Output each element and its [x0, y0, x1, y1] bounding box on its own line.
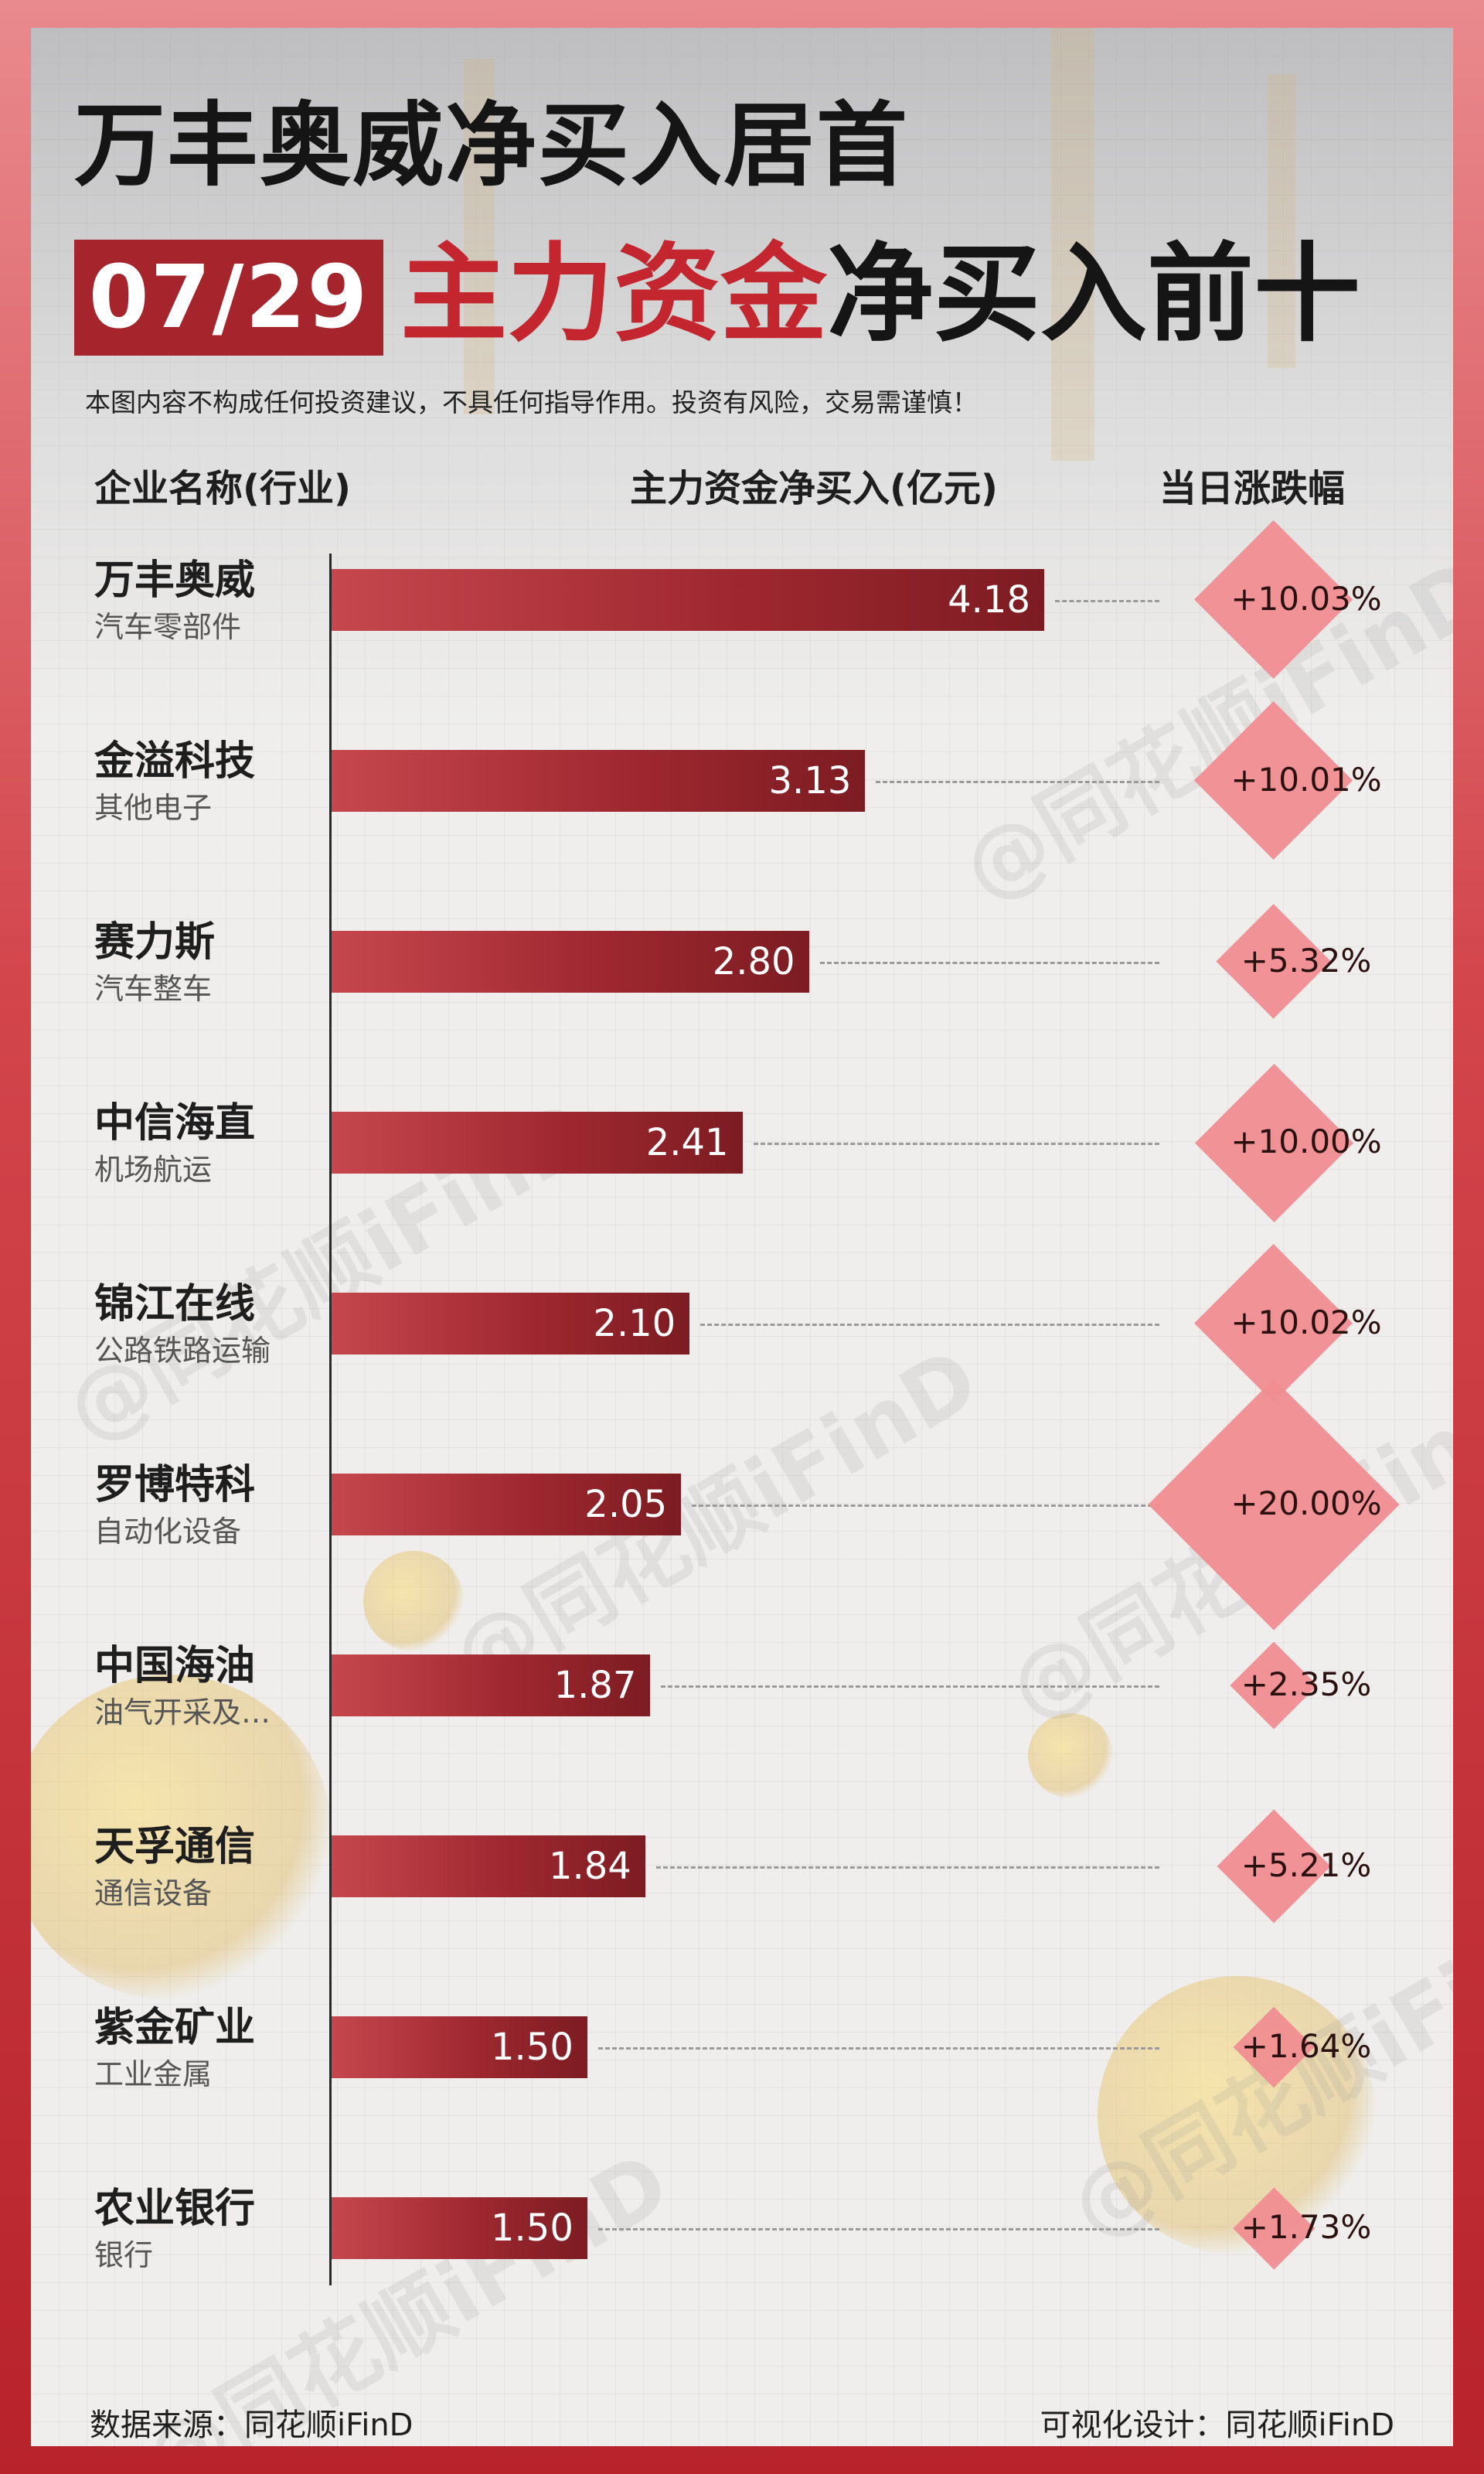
bar-value-label: 1.87 [553, 1664, 637, 1707]
net-buy-bar [332, 1112, 743, 1174]
background-candle [464, 59, 495, 414]
column-header-change: 当日涨跌幅 [1159, 467, 1346, 510]
change-label: +5.21% [1241, 1846, 1372, 1884]
industry-label: 通信设备 [94, 1876, 213, 1910]
company-name: 农业银行 [94, 2186, 256, 2232]
bar-value-label: 1.50 [490, 2206, 574, 2250]
background-candle [1051, 28, 1094, 461]
bar-value-label: 2.80 [712, 940, 795, 983]
net-buy-bar [332, 2016, 587, 2078]
footer-source: 数据来源：同花顺iFinD [90, 2408, 414, 2443]
change-label: +10.01% [1230, 761, 1382, 799]
industry-label: 自动化设备 [94, 1515, 242, 1549]
leader-line [753, 1143, 1159, 1145]
net-buy-bar [332, 1474, 682, 1535]
net-buy-bar [332, 1654, 651, 1716]
change-label: +10.02% [1230, 1303, 1382, 1341]
subtitle-black: 净买入前十 [827, 232, 1361, 356]
change-label: +10.00% [1230, 1123, 1382, 1160]
column-header-value: 主力资金净买入(亿元) [630, 467, 998, 510]
coin-decoration [31, 1675, 332, 1999]
company-name: 赛力斯 [94, 919, 216, 966]
leader-line [700, 1324, 1159, 1326]
chart-panel: @同花顺iFinD @同花顺iFinD @同花顺iFinD @同花顺iFinD … [31, 28, 1453, 2446]
category-axis [329, 554, 332, 2285]
net-buy-bar [332, 2197, 587, 2259]
leader-line [655, 1866, 1159, 1869]
company-name: 金溢科技 [94, 738, 256, 785]
company-name: 罗博特科 [94, 1462, 256, 1508]
change-label: +2.35% [1241, 1665, 1372, 1703]
headline: 万丰奥威净买入居首 [74, 92, 910, 199]
bar-value-label: 3.13 [768, 759, 852, 803]
company-name: 万丰奥威 [94, 557, 256, 604]
subtitle: 主力资金净买入前十 [400, 230, 1360, 359]
bar-value-label: 1.50 [490, 2026, 574, 2069]
change-label: +5.32% [1241, 942, 1372, 980]
bar-value-label: 4.18 [948, 578, 1030, 622]
subtitle-red: 主力资金 [400, 232, 828, 356]
date-badge: 07/29 [74, 240, 383, 356]
coin-decoration [363, 1551, 464, 1651]
leader-line [876, 781, 1159, 783]
watermark: @同花顺iFinD [126, 2133, 686, 2446]
bar-value-label: 2.41 [645, 1121, 729, 1164]
leader-line [819, 962, 1159, 964]
industry-label: 汽车零部件 [94, 610, 242, 644]
company-name: 中信海直 [94, 1100, 256, 1147]
change-label: +10.03% [1230, 580, 1382, 618]
company-name: 紫金矿业 [94, 2005, 256, 2051]
background-candle [1268, 74, 1295, 368]
bar-value-label: 1.84 [548, 1845, 631, 1888]
industry-label: 银行 [94, 2238, 154, 2272]
industry-label: 工业金属 [94, 2057, 213, 2091]
footer-design: 可视化设计：同花顺iFinD [1040, 2408, 1394, 2443]
change-label: +1.64% [1241, 2027, 1372, 2065]
column-header-name: 企业名称(行业) [94, 467, 351, 510]
company-name: 中国海油 [94, 1643, 256, 1689]
bar-value-label: 2.10 [593, 1302, 676, 1345]
coin-decoration [1098, 1976, 1376, 2254]
net-buy-bar [332, 1835, 645, 1897]
disclaimer: 本图内容不构成任何投资建议，不具任何指导作用。投资有风险，交易需谨慎！ [85, 387, 978, 417]
company-name: 天孚通信 [94, 1824, 256, 1870]
net-buy-bar [332, 569, 1044, 631]
net-buy-bar [332, 1293, 690, 1355]
net-buy-bar [332, 931, 809, 993]
company-name: 锦江在线 [94, 1281, 256, 1327]
leader-line [597, 2047, 1159, 2050]
change-label: +20.00% [1230, 1484, 1382, 1522]
leader-line [1055, 600, 1159, 602]
bar-value-label: 2.05 [584, 1483, 668, 1526]
leader-line [692, 1505, 1159, 1507]
net-buy-bar [332, 750, 866, 812]
industry-label: 油气开采及… [94, 1695, 271, 1729]
industry-label: 公路铁路运输 [94, 1334, 271, 1368]
coin-decoration [1028, 1713, 1113, 1798]
industry-label: 其他电子 [94, 791, 213, 825]
industry-label: 汽车整车 [94, 972, 213, 1006]
leader-line [661, 1685, 1159, 1688]
change-label: +1.73% [1241, 2208, 1372, 2246]
leader-line [597, 2228, 1159, 2230]
industry-label: 机场航运 [94, 1153, 213, 1187]
